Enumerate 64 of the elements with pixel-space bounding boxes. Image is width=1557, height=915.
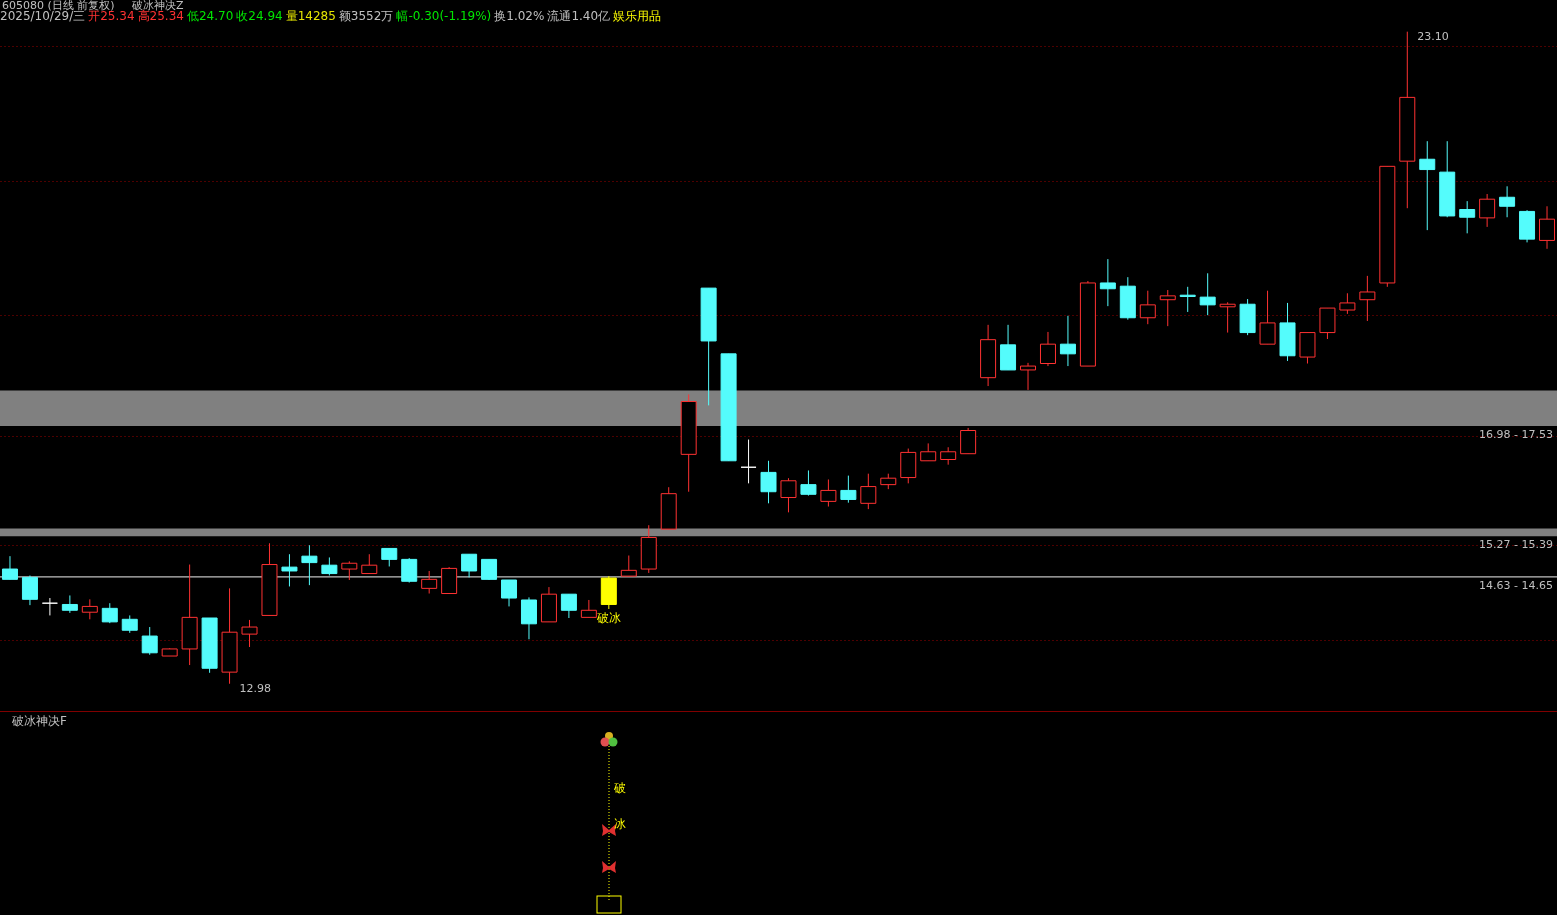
candlestick xyxy=(1459,200,1476,234)
text: 破冰神决F xyxy=(12,713,67,730)
annotation: 流通1.40亿 xyxy=(547,9,611,23)
annotation: 收24.94 xyxy=(236,9,283,23)
candlestick xyxy=(1359,275,1376,322)
band-label: 16.98 - 17.53 xyxy=(1479,428,1553,441)
candlestick xyxy=(321,556,338,576)
annotation: 娱乐用品 xyxy=(613,9,662,23)
candlestick xyxy=(21,574,38,606)
candlestick xyxy=(241,619,258,648)
candlestick xyxy=(1199,272,1216,316)
candlestick xyxy=(620,555,637,577)
candlestick xyxy=(301,544,318,586)
annotation: 2025/10/29/三 xyxy=(0,9,86,23)
candlestick xyxy=(800,469,817,497)
candlestick xyxy=(1339,292,1356,315)
annotation: 破冰 xyxy=(595,610,621,625)
candlestick xyxy=(1,555,18,580)
text: 破 xyxy=(614,780,626,797)
candlestick xyxy=(860,473,877,510)
candlestick xyxy=(1139,290,1156,325)
candlestick xyxy=(1419,140,1436,231)
annotation: 低24.70 xyxy=(186,9,234,23)
text: 冰 xyxy=(614,816,626,833)
candlestick xyxy=(1159,289,1176,327)
candlestick xyxy=(281,553,298,587)
chart-subtitle: 破冰神决Z xyxy=(132,0,184,12)
candlestick xyxy=(421,570,438,595)
candlestick xyxy=(381,547,398,567)
candlestick xyxy=(501,579,518,607)
candlestick xyxy=(1259,290,1276,345)
candlestick xyxy=(740,439,757,484)
annotation: 额3552万 xyxy=(338,9,394,23)
candlestick xyxy=(960,427,977,455)
candlestick xyxy=(1039,331,1056,367)
annotation: 量14285 xyxy=(285,9,336,23)
candlestick xyxy=(1499,185,1516,218)
candlestick xyxy=(1059,315,1076,367)
annotation: 23.10 xyxy=(1417,29,1449,43)
candlestick xyxy=(760,460,777,504)
band-label: 15.27 - 15.39 xyxy=(1479,538,1553,552)
annotation: 换1.02% xyxy=(494,9,545,23)
annotation: 幅-0.30(-1.19%) xyxy=(396,9,492,23)
candlestick xyxy=(780,477,797,513)
chart-title: 605080 (日线 前复权) xyxy=(2,0,115,12)
candlestick xyxy=(1099,258,1116,307)
candlestick xyxy=(361,553,378,575)
candlestick xyxy=(520,596,537,640)
candlestick xyxy=(840,475,857,504)
annotation: 12.98 xyxy=(239,681,272,695)
candlestick xyxy=(580,599,597,618)
candlestick xyxy=(820,478,837,508)
candlestick xyxy=(1479,193,1496,228)
band-label: 14.63 - 14.65 xyxy=(1479,579,1553,593)
candlestick xyxy=(560,593,577,619)
candlestick xyxy=(401,557,418,584)
candlestick xyxy=(141,626,158,656)
candlestick xyxy=(81,598,98,620)
candlestick xyxy=(61,594,78,614)
candlestick xyxy=(1219,301,1236,334)
candlestick xyxy=(41,597,58,616)
candlestick xyxy=(341,560,358,581)
candlestick xyxy=(461,553,478,578)
candlestick xyxy=(1020,362,1037,391)
